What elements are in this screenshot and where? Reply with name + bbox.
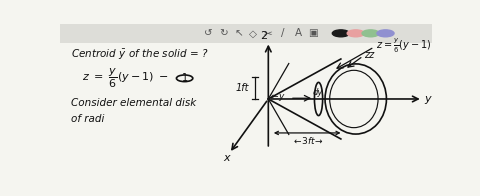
Text: A: A bbox=[295, 28, 301, 38]
Text: zz: zz bbox=[364, 50, 374, 60]
Text: $\leftarrow\! y$: $\leftarrow\! y$ bbox=[269, 92, 286, 103]
Text: of radi: of radi bbox=[71, 114, 105, 124]
Text: $z\ =\ \dfrac{y}{6}(y-1)\ -$: $z\ =\ \dfrac{y}{6}(y-1)\ -$ bbox=[83, 67, 169, 90]
Text: ✂: ✂ bbox=[264, 28, 273, 38]
FancyBboxPatch shape bbox=[60, 24, 432, 43]
Text: ↻: ↻ bbox=[219, 28, 228, 38]
Circle shape bbox=[377, 30, 394, 37]
Text: 1ft: 1ft bbox=[236, 83, 249, 93]
Text: x: x bbox=[223, 153, 230, 163]
Text: dy: dy bbox=[312, 88, 323, 97]
Text: $z=\frac{y}{6}(y-1)$: $z=\frac{y}{6}(y-1)$ bbox=[376, 36, 432, 54]
Text: ↖: ↖ bbox=[234, 28, 243, 38]
Text: ◇: ◇ bbox=[250, 28, 257, 38]
Text: ▣: ▣ bbox=[308, 28, 318, 38]
Text: Consider elemental disk: Consider elemental disk bbox=[71, 98, 196, 108]
Text: $\leftarrow\!3ft\!\rightarrow$: $\leftarrow\!3ft\!\rightarrow$ bbox=[292, 135, 323, 146]
Text: y: y bbox=[424, 94, 431, 104]
Text: Centroid $\bar{y}$ of the solid = ?: Centroid $\bar{y}$ of the solid = ? bbox=[71, 47, 209, 62]
Text: 2: 2 bbox=[260, 31, 267, 41]
Circle shape bbox=[347, 30, 364, 37]
Text: /: / bbox=[281, 28, 285, 38]
Text: ↺: ↺ bbox=[204, 28, 213, 38]
Circle shape bbox=[362, 30, 379, 37]
Text: 1: 1 bbox=[181, 73, 188, 83]
Circle shape bbox=[332, 30, 349, 37]
